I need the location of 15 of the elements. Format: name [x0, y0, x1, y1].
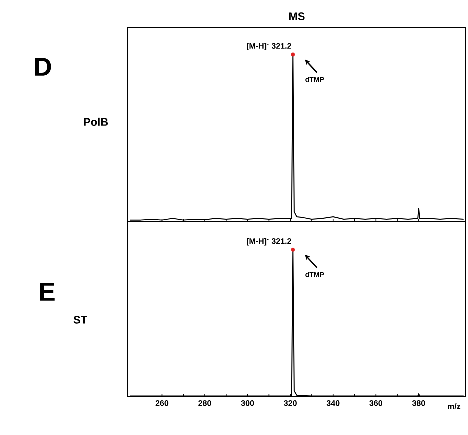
- annotation: [M-H]$^{-}$ 321.2: [247, 238, 292, 246]
- text: D: [35, 58, 52, 76]
- x-tick-label: 360: [370, 400, 382, 406]
- x-tick-label: 320: [284, 400, 297, 406]
- text: ST: [74, 316, 88, 324]
- x-tick-label: 280: [198, 400, 212, 406]
- x-tick-label: 260: [156, 400, 169, 406]
- text: PolB: [84, 118, 108, 126]
- annotation: [M-H]$^{-}$ 321.2: [247, 43, 292, 51]
- chart-title: MS: [289, 12, 305, 20]
- x-tick-label: 380: [412, 400, 426, 406]
- x-axis-title: m/z: [448, 404, 461, 410]
- text: E: [40, 283, 55, 301]
- x-tick-label: 300: [241, 400, 254, 406]
- x-tick-label: 340: [326, 400, 340, 406]
